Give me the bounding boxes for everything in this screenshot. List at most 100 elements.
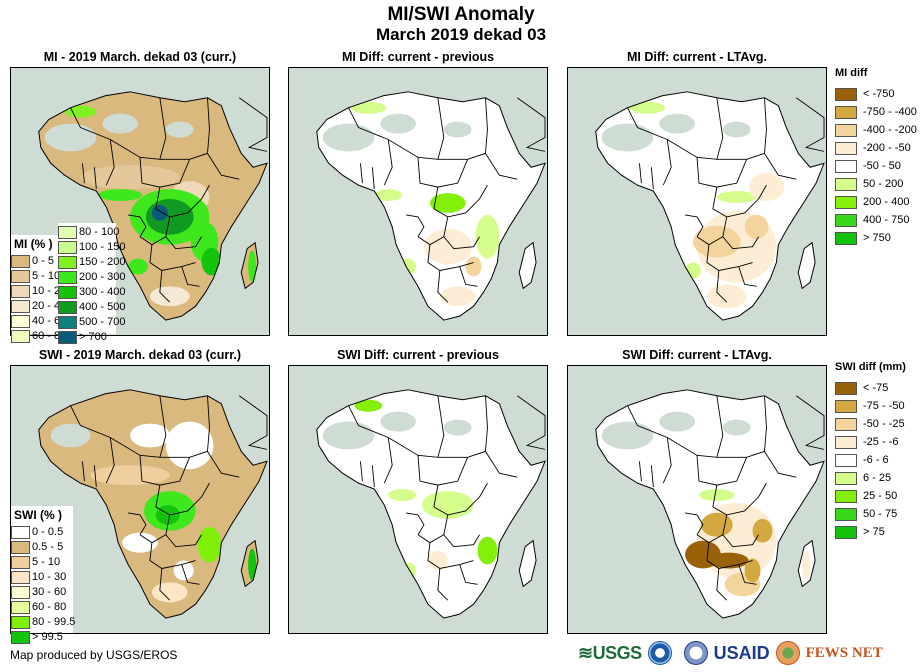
legend-swatch <box>58 330 77 344</box>
legend-swatch <box>58 315 77 329</box>
legend-swatch <box>11 540 30 554</box>
country-border <box>383 139 393 186</box>
fews-net-logo: FEWS NET <box>805 644 883 661</box>
panel-title-mi-diff-previous: MI Diff: current - previous <box>341 50 495 64</box>
country-border <box>516 395 546 450</box>
legend-item: 30 - 60 <box>11 585 73 600</box>
panel-title-swi-current: SWI - 2019 March. dekad 03 (curr.) <box>38 348 242 362</box>
legend-item: -750 - -400 <box>835 103 917 121</box>
legend-label: > 75 <box>863 526 885 538</box>
legend-swatch <box>835 195 857 209</box>
value-region <box>197 526 222 563</box>
value-region <box>423 228 472 265</box>
legend-swatch <box>835 489 857 503</box>
legend-label: 50 - 75 <box>863 508 898 520</box>
country-border <box>437 270 449 303</box>
legend-label: 25 - 50 <box>863 490 898 502</box>
legend-swatch <box>11 585 30 599</box>
legend-item: 6 - 25 <box>835 469 906 487</box>
country-border <box>685 214 704 237</box>
country-border <box>716 270 728 303</box>
legend-label: 150 - 200 <box>79 256 126 268</box>
legend-label: > 99.5 <box>32 631 63 643</box>
map-credit: Map produced by USGS/EROS <box>10 648 178 662</box>
country-border <box>128 512 147 535</box>
country-border <box>433 482 488 516</box>
country-border <box>443 236 480 250</box>
fews-globe-icon <box>775 641 800 665</box>
legend-swatch <box>835 105 857 119</box>
country-border <box>662 437 672 484</box>
legend-item: -200 - -50 <box>835 139 917 157</box>
legend-item: < -75 <box>835 379 906 397</box>
legend-item: 60 - 80 <box>11 329 69 344</box>
country-border <box>159 270 171 303</box>
legend-swatch <box>58 255 77 269</box>
main-title: MI/SWI Anomaly <box>387 4 535 25</box>
country-border <box>181 266 200 287</box>
legend-label: 5 - 10 <box>32 270 61 282</box>
value-region <box>128 258 148 275</box>
legend-label: 100 - 150 <box>79 241 126 253</box>
value-region <box>149 286 190 307</box>
panel-title-mi-current: MI - 2019 March. dekad 03 (curr.) <box>43 50 237 64</box>
country-border <box>639 461 642 482</box>
africa-map <box>595 389 825 619</box>
coastline <box>316 91 546 321</box>
legend-swatch <box>11 284 30 298</box>
value-region <box>80 165 180 190</box>
value-region <box>427 550 448 571</box>
legend-label: 400 - 500 <box>79 301 126 313</box>
legend-swatch <box>58 240 77 254</box>
value-region <box>380 411 417 432</box>
legend-swatch <box>11 555 30 569</box>
noaa-logo <box>647 641 672 665</box>
legend-item: > 99.5 <box>11 630 73 645</box>
legend-label: > 700 <box>79 331 107 343</box>
country-border <box>371 167 375 190</box>
legend-label: -750 - -400 <box>863 106 917 118</box>
country-border <box>155 482 210 516</box>
value-region <box>165 121 194 138</box>
legend-label: 80 - 99.5 <box>32 616 76 628</box>
value-region <box>706 284 747 309</box>
legend-item: 0 - 5 <box>11 254 69 269</box>
country-border <box>650 167 654 190</box>
value-region <box>354 399 383 412</box>
legend-label: 30 - 60 <box>32 586 67 598</box>
value-region <box>475 214 500 259</box>
country-border <box>485 451 518 478</box>
value-region <box>659 411 696 432</box>
value-region <box>165 421 214 470</box>
map-panel-swi-diff-previous <box>288 365 548 634</box>
country-border <box>139 216 171 246</box>
africa-map <box>316 389 546 619</box>
legend-title: MI (% ) <box>14 237 53 251</box>
legend-swatch <box>835 507 857 521</box>
legend-label: -50 - -25 <box>863 418 905 430</box>
value-region <box>716 191 757 203</box>
legend-item: 80 - 99.5 <box>11 615 76 630</box>
country-border <box>238 395 268 450</box>
legend-item: 400 - 750 <box>835 211 917 229</box>
legend-item: 100 - 150 <box>58 240 125 255</box>
legend-label: -25 - -6 <box>863 436 899 448</box>
value-region <box>802 550 811 579</box>
legend-title: SWI (% ) <box>14 508 62 522</box>
country-border <box>722 534 759 548</box>
legend-label: 40 - 60 <box>32 315 67 327</box>
legend-swatch <box>11 600 30 614</box>
country-border <box>105 437 115 484</box>
country-border <box>685 512 704 535</box>
legend-label: 200 - 400 <box>863 196 910 208</box>
coastline <box>38 91 268 321</box>
country-border <box>417 514 449 544</box>
value-region <box>322 123 375 152</box>
coastline <box>38 389 268 619</box>
legend-label: 50 - 200 <box>863 178 904 190</box>
value-region <box>601 123 654 152</box>
legend-label: 6 - 25 <box>863 472 892 484</box>
legend-swatch <box>835 141 857 155</box>
legend-label: < -75 <box>863 382 889 394</box>
value-region <box>248 250 257 283</box>
